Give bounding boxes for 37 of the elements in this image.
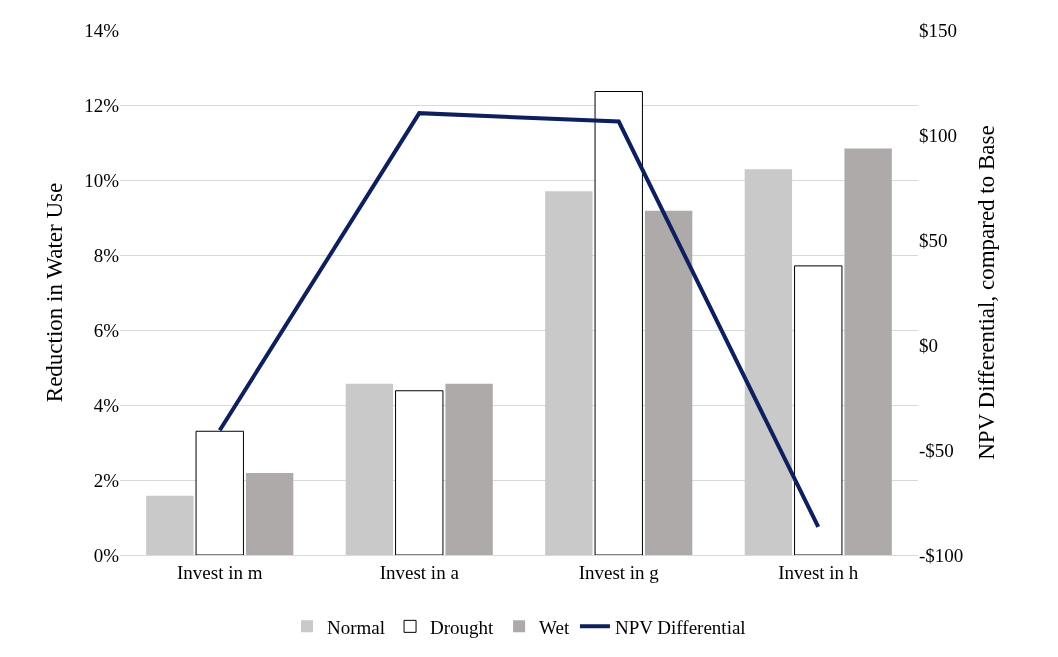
line-series [217, 111, 821, 529]
legend-label: Wet [539, 616, 570, 638]
y2-tick-label: $100 [919, 124, 957, 146]
y-tick-label: 8% [93, 244, 120, 266]
y2-tick-label: -$50 [919, 439, 954, 461]
legend-label: Normal [327, 616, 386, 638]
x-tick-label: Invest in m [177, 561, 263, 583]
y-tick-label: 12% [84, 94, 120, 116]
bar [844, 148, 892, 555]
x-tick-label: Invest in h [778, 561, 859, 583]
bar [644, 210, 693, 555]
y2-axis-title: NPV Differential, compared to Base [973, 125, 999, 460]
legend-label: NPV Differential [614, 616, 746, 638]
bar [395, 390, 444, 555]
y-tick-label: 10% [84, 169, 120, 191]
x-tick-label: Invest in a [379, 561, 460, 583]
y2-tick-label: $50 [919, 229, 948, 251]
legend-label: Drought [430, 616, 495, 638]
bar [794, 265, 843, 555]
y2-tick-label: $0 [919, 334, 938, 356]
y-axis-title: Reduction in Water Use [41, 182, 67, 403]
bar [345, 383, 394, 555]
y-tick-label: 4% [93, 394, 120, 416]
y-tick-label: 2% [93, 469, 120, 491]
y-tick-label: 0% [93, 544, 120, 566]
bar [744, 169, 793, 555]
bar [146, 495, 194, 555]
bar [545, 191, 593, 555]
y-tick-label: 14% [84, 19, 120, 41]
y2-tick-label: $150 [919, 19, 957, 41]
y2-tick-label: -$100 [919, 544, 964, 566]
x-tick-label: Invest in g [578, 561, 660, 583]
bar [245, 472, 294, 555]
bar [195, 430, 244, 555]
bar [445, 383, 493, 555]
bar [594, 91, 643, 555]
y-tick-label: 6% [93, 319, 120, 341]
